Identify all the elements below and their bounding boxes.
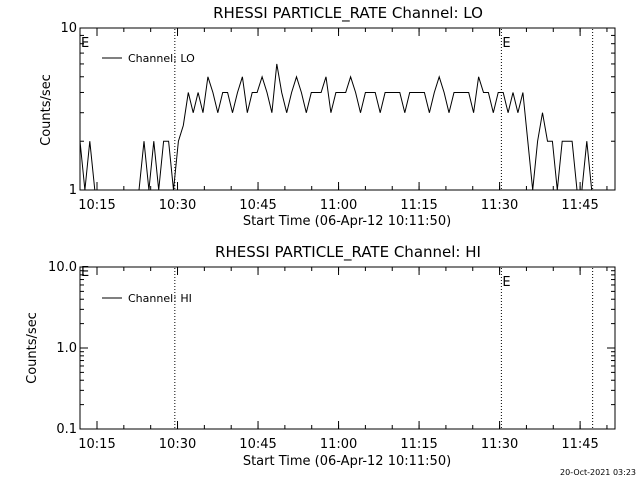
hi-y-tick-label: 1.0 bbox=[56, 341, 77, 356]
lo-x-tick-label: 10:45 bbox=[239, 198, 276, 213]
hi-event-marker-label: E bbox=[502, 275, 510, 290]
lo-y-tick-label: 10 bbox=[60, 21, 77, 36]
lo-x-tick-label: 11:15 bbox=[400, 198, 437, 213]
lo-y-axis-label: Counts/sec bbox=[39, 74, 54, 146]
hi-x-tick-label: 11:00 bbox=[320, 437, 357, 452]
hi-y-tick-label: 10.0 bbox=[48, 260, 77, 275]
generation-timestamp: 20-Oct-2021 03:23 bbox=[560, 468, 636, 477]
lo-x-tick-label: 10:15 bbox=[78, 198, 115, 213]
hi-left-marker-label: E bbox=[81, 265, 89, 280]
hi-x-tick-label: 10:45 bbox=[239, 437, 276, 452]
hi-x-tick-label: 11:30 bbox=[481, 437, 518, 452]
hi-x-tick-label: 11:45 bbox=[561, 437, 598, 452]
lo-y-tick-label: 1 bbox=[69, 183, 77, 198]
lo-x-tick-label: 11:30 bbox=[481, 198, 518, 213]
lo-x-tick-label: 11:00 bbox=[320, 198, 357, 213]
lo-chart-title: RHESSI PARTICLE_RATE Channel: LO bbox=[213, 4, 483, 23]
hi-chart-title: RHESSI PARTICLE_RATE Channel: HI bbox=[215, 243, 481, 262]
lo-channel-panel: RHESSI PARTICLE_RATE Channel: LO Counts/… bbox=[39, 4, 616, 229]
hi-y-tick-label: 0.1 bbox=[56, 422, 77, 437]
lo-left-marker-label: E bbox=[81, 36, 89, 51]
hi-channel-panel: RHESSI PARTICLE_RATE Channel: HI Counts/… bbox=[25, 243, 616, 469]
hi-x-tick-label: 10:15 bbox=[78, 437, 115, 452]
lo-x-axis-label: Start Time (06-Apr-12 10:11:50) bbox=[243, 214, 451, 229]
hi-legend-label: Channel: HI bbox=[128, 292, 192, 305]
lo-x-tick-label: 11:45 bbox=[561, 198, 598, 213]
hi-x-tick-label: 10:30 bbox=[159, 437, 196, 452]
lo-plot-frame bbox=[79, 27, 616, 191]
lo-series-line bbox=[79, 63, 593, 191]
lo-x-tick-label: 10:30 bbox=[159, 198, 196, 213]
hi-y-axis-label: Counts/sec bbox=[25, 312, 40, 384]
lo-event-marker-label: E bbox=[502, 36, 510, 51]
hi-x-axis-label: Start Time (06-Apr-12 10:11:50) bbox=[243, 454, 451, 469]
lo-legend-label: Channel: LO bbox=[128, 52, 195, 65]
hi-x-tick-label: 11:15 bbox=[400, 437, 437, 452]
